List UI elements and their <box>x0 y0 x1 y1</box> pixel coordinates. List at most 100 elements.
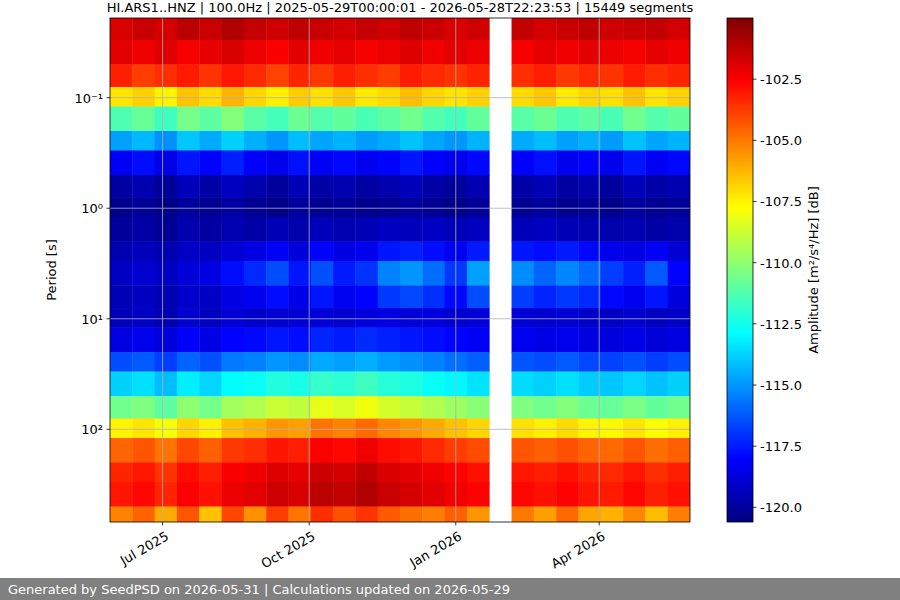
heatmap-cell <box>623 463 646 483</box>
heatmap-cell <box>645 198 668 218</box>
heatmap-cell <box>222 285 245 308</box>
heatmap-cell <box>512 106 535 131</box>
heatmap-cell <box>266 242 289 262</box>
heatmap-cell <box>288 419 311 439</box>
heatmap-cell <box>222 131 245 151</box>
heatmap-cell <box>155 18 178 40</box>
heatmap-cell <box>333 419 356 439</box>
heatmap-cell <box>556 438 579 463</box>
heatmap-cell <box>110 175 133 198</box>
colorbar-title: Amplitude [m²/s⁴/Hz] [dB] <box>806 186 821 354</box>
heatmap-cell <box>132 419 155 439</box>
heatmap-cell <box>110 371 133 396</box>
heatmap-cell <box>422 308 445 328</box>
x-tick-label: Oct 2025 <box>258 529 317 572</box>
heatmap-cell <box>556 217 579 242</box>
grid-line <box>110 97 690 98</box>
heatmap-cell <box>556 463 579 483</box>
heatmap-cell <box>288 150 311 175</box>
heatmap-cell <box>244 352 267 372</box>
heatmap-cell <box>422 64 445 87</box>
heatmap-cell <box>288 40 311 65</box>
heatmap-cell <box>244 419 267 439</box>
heatmap-cell <box>512 131 535 151</box>
heatmap-cell <box>400 175 423 198</box>
heatmap-cell <box>288 463 311 483</box>
heatmap-cell <box>578 308 601 328</box>
heatmap-cell <box>311 175 334 198</box>
heatmap-cell <box>422 328 445 353</box>
heatmap-cell <box>222 419 245 439</box>
heatmap-cell <box>110 438 133 463</box>
heatmap-cell <box>578 482 601 507</box>
heatmap-cell <box>378 106 401 131</box>
heatmap-cell <box>155 285 178 308</box>
heatmap-cell <box>333 507 356 522</box>
heatmap-cell <box>244 285 267 308</box>
heatmap-cell <box>177 482 200 507</box>
heatmap-cell <box>645 371 668 396</box>
heatmap-cell <box>177 150 200 175</box>
heatmap-cell <box>110 106 133 131</box>
heatmap-cell <box>177 217 200 242</box>
heatmap-cell <box>355 507 378 522</box>
heatmap-cell <box>177 328 200 353</box>
heatmap-cell <box>534 308 557 328</box>
heatmap-cell <box>288 507 311 522</box>
heatmap-cell <box>110 131 133 151</box>
heatmap-cell <box>311 131 334 151</box>
heatmap-cell <box>534 328 557 353</box>
heatmap-cell <box>400 308 423 328</box>
grid-line <box>110 429 690 430</box>
grid-line <box>309 18 310 522</box>
heatmap-cell <box>333 150 356 175</box>
heatmap-cell <box>222 396 245 419</box>
heatmap-cell <box>244 396 267 419</box>
heatmap-cell <box>601 328 624 353</box>
grid-line <box>599 18 600 522</box>
heatmap-cell <box>244 371 267 396</box>
heatmap-cell <box>132 371 155 396</box>
heatmap-cell <box>645 482 668 507</box>
heatmap-cell <box>222 242 245 262</box>
heatmap-cell <box>378 198 401 218</box>
heatmap-cell <box>556 175 579 198</box>
heatmap-cell <box>534 419 557 439</box>
heatmap-cell <box>155 150 178 175</box>
heatmap-cell <box>177 285 200 308</box>
heatmap-cell <box>355 308 378 328</box>
heatmap-cell <box>155 507 178 522</box>
heatmap-cell <box>199 198 222 218</box>
heatmap-cell <box>645 396 668 419</box>
heatmap-cell <box>222 463 245 483</box>
heatmap-cell <box>222 87 245 107</box>
heatmap-cell <box>288 64 311 87</box>
heatmap-cell <box>288 106 311 131</box>
colorbar <box>727 18 753 522</box>
heatmap-cell <box>266 463 289 483</box>
heatmap-cell <box>132 198 155 218</box>
colorbar-tick <box>753 140 757 141</box>
heatmap-cell <box>222 507 245 522</box>
heatmap-cell <box>645 131 668 151</box>
heatmap-cell <box>266 106 289 131</box>
heatmap-cell <box>378 64 401 87</box>
heatmap-cell <box>467 106 490 131</box>
heatmap-cell <box>467 175 490 198</box>
heatmap-cell <box>311 285 334 308</box>
heatmap-cell <box>601 438 624 463</box>
heatmap-cell <box>266 64 289 87</box>
heatmap-cell <box>132 285 155 308</box>
heatmap-cell <box>400 463 423 483</box>
grid <box>110 18 690 522</box>
heatmap-cell <box>556 131 579 151</box>
heatmap-cell <box>668 18 690 40</box>
heatmap-cell <box>333 328 356 353</box>
heatmap-cell <box>645 438 668 463</box>
heatmap-cell <box>578 463 601 483</box>
heatmap-cell <box>132 242 155 262</box>
heatmap-cell <box>578 371 601 396</box>
heatmap-cell <box>623 482 646 507</box>
grid-line <box>162 18 163 522</box>
heatmap-cell <box>378 217 401 242</box>
